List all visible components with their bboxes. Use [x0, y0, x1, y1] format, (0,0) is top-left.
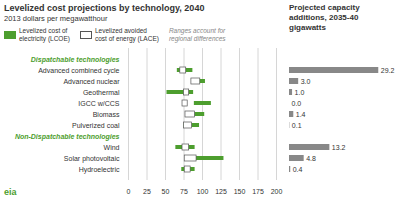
svg-text:Biomass: Biomass — [93, 111, 120, 118]
html-text:Levelized avoided cost of ener: Levelized avoided cost of energy (LACE) — [94, 27, 159, 42]
html-text:2013 dollars per megawatthour: 2013 dollars per megawatthour — [4, 14, 108, 23]
svg-text:Wind: Wind — [104, 144, 120, 151]
html-text:Ranges account for regional di: Ranges account for regional differences — [168, 27, 226, 42]
svg-text:4.8: 4.8 — [306, 155, 316, 162]
svg-text:200: 200 — [271, 188, 283, 195]
svg-text:175: 175 — [252, 188, 264, 195]
svg-text:Hydroelectric: Hydroelectric — [79, 166, 120, 174]
svg-text:Solar photovoltaic: Solar photovoltaic — [64, 155, 120, 163]
html-text:eia: eia — [4, 187, 17, 197]
html-text:Levelized cost projections by: Levelized cost projections by technology… — [4, 3, 205, 13]
svg-text:3.0: 3.0 — [301, 78, 311, 85]
svg-text:Advanced nuclear: Advanced nuclear — [63, 78, 120, 85]
svg-text:Advanced combined cycle: Advanced combined cycle — [38, 67, 119, 75]
html-text:gigawatts: gigawatts — [289, 23, 326, 32]
svg-text:13.2: 13.2 — [332, 144, 346, 151]
svg-text:29.2: 29.2 — [381, 67, 395, 74]
svg-text:50: 50 — [162, 188, 170, 195]
svg-text:Geothermal: Geothermal — [83, 89, 120, 96]
svg-text:75: 75 — [180, 188, 188, 195]
html-text:Levelized cost of electricity: Levelized cost of electricity (LCOE) — [19, 27, 70, 42]
svg-text:1.0: 1.0 — [295, 89, 305, 96]
svg-text:IGCC w/CCS: IGCC w/CCS — [78, 100, 120, 107]
svg-text:150: 150 — [234, 188, 246, 195]
svg-text:25: 25 — [143, 188, 151, 195]
svg-text:0: 0 — [127, 188, 131, 195]
svg-text:0.1: 0.1 — [292, 122, 302, 129]
svg-text:Pulverized coal: Pulverized coal — [72, 122, 120, 129]
svg-text:Dispatchable technologies: Dispatchable technologies — [31, 56, 120, 64]
svg-text:125: 125 — [215, 188, 227, 195]
svg-text:1.4: 1.4 — [296, 111, 306, 118]
svg-text:Non-Dispatchable technologies: Non-Dispatchable technologies — [15, 133, 120, 141]
svg-text:100: 100 — [197, 188, 209, 195]
svg-text:0.0: 0.0 — [292, 100, 302, 107]
svg-text:0.4: 0.4 — [293, 166, 303, 173]
html-text:Projected capacity additions,: Projected capacity additions, 2035-40 — [289, 3, 360, 22]
